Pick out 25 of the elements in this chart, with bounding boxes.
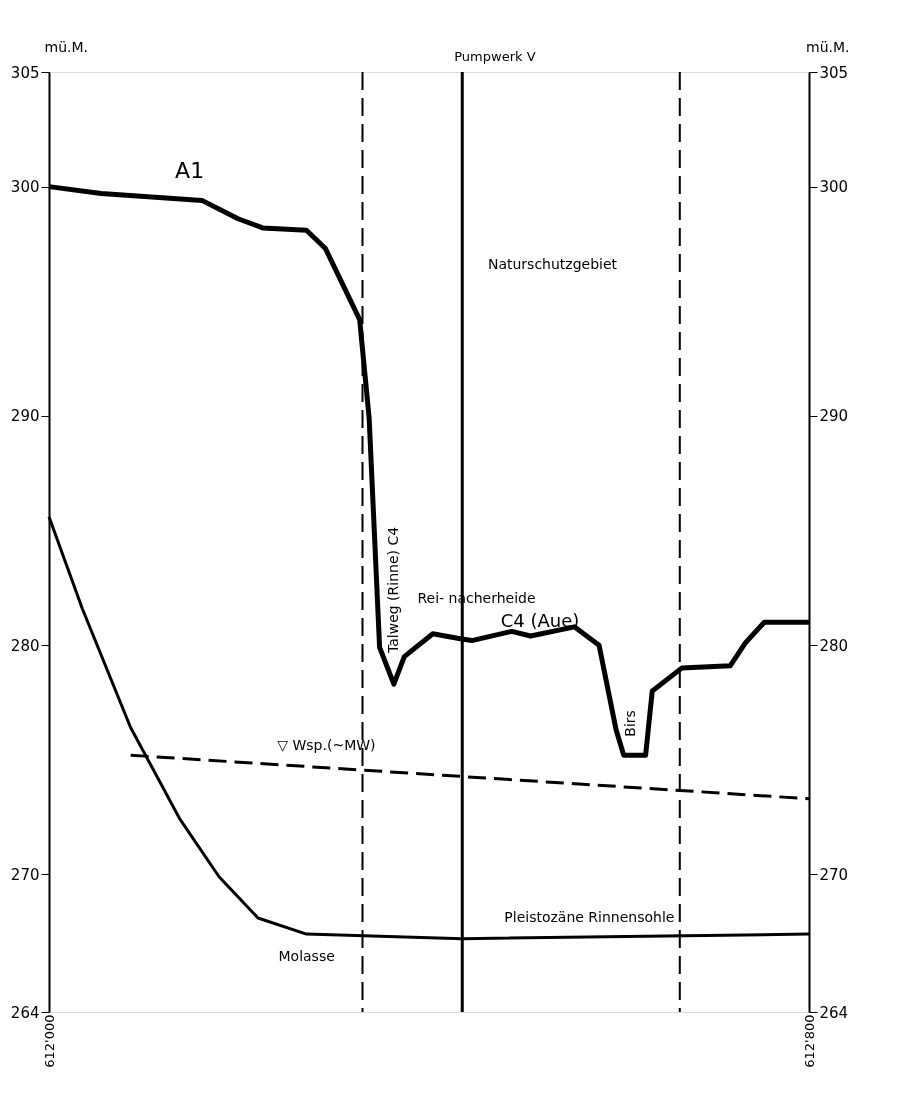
annotation: Birs [622, 710, 639, 737]
y2-tick-label: 270 [819, 865, 849, 884]
annotation: Talweg (Rinne) C4 [385, 526, 402, 655]
y2-tick-label: 305 [819, 63, 849, 82]
ref-line-label: Pumpwerk V [454, 49, 536, 64]
y2-axis-title: mü.M. [806, 38, 850, 55]
y-tick-label: 280 [10, 636, 40, 655]
y2-tick-label: 300 [819, 178, 849, 197]
annotation: Naturschutzgebiet [487, 255, 618, 272]
x-tick-label: 612'000 [41, 1014, 57, 1068]
y-tick-label: 264 [10, 1003, 40, 1022]
y2-tick-label: 280 [819, 636, 849, 655]
annotation: A1 [175, 157, 205, 183]
annotation: ▽ Wsp.(~MW) [277, 736, 376, 753]
x-tick-label: 612'800 [801, 1014, 817, 1068]
y-tick-label: 270 [10, 865, 40, 884]
y-tick-label: 300 [10, 178, 40, 197]
y-tick-label: 305 [10, 63, 40, 82]
annotation: Molasse [278, 947, 335, 964]
annotation: Pleistozäne Rinnensohle [504, 909, 675, 925]
y-tick-label: 290 [10, 407, 40, 426]
y2-tick-label: 264 [819, 1003, 849, 1022]
y2-tick-label: 290 [819, 407, 849, 426]
y-axis-title: mü.M. [44, 38, 88, 55]
annotation: C4 (Aue) [500, 609, 580, 631]
